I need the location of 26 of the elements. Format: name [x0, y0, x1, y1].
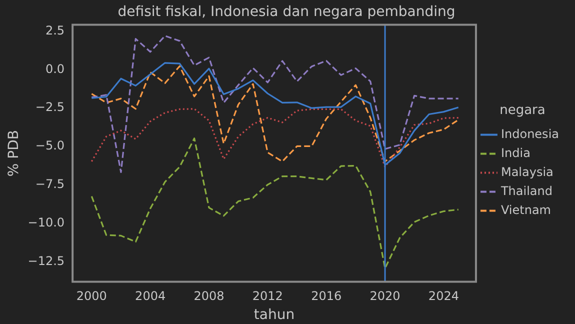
x-tick-label: 2000 [76, 289, 107, 304]
legend-label: Malaysia [500, 164, 554, 179]
y-tick-label: 0.0 [45, 62, 65, 76]
y-axis-title: % PDB [6, 130, 22, 177]
y-tick-label: 2.5 [45, 23, 65, 38]
line-series [90, 138, 460, 270]
x-tick-label: 2004 [135, 289, 166, 304]
y-tick-label: −2.5 [35, 100, 65, 114]
line-series [90, 35, 460, 174]
legend-title: negara [500, 103, 546, 118]
x-tick-label: 2016 [311, 289, 342, 304]
y-tick-label: −10.0 [28, 216, 65, 230]
y-tick-label: −5.0 [35, 138, 65, 153]
chart-title: defisit fiskal, Indonesia dan negara pembanding [118, 4, 456, 20]
y-tick-label: −7.5 [35, 177, 65, 192]
line-series [90, 108, 460, 168]
legend-label: India [500, 146, 530, 160]
legend-label: Vietnam [500, 202, 551, 217]
x-tick-label: 2020 [370, 289, 400, 304]
y-tick-label: −12.5 [28, 254, 65, 268]
x-axis-title: tahun [254, 307, 295, 324]
legend-label: Thailand [500, 184, 553, 198]
x-tick-label: 2012 [252, 289, 283, 304]
legend-label: Indonesia [500, 126, 559, 141]
x-tick-label: 2008 [194, 289, 224, 304]
x-tick-label: 2024 [428, 289, 459, 304]
